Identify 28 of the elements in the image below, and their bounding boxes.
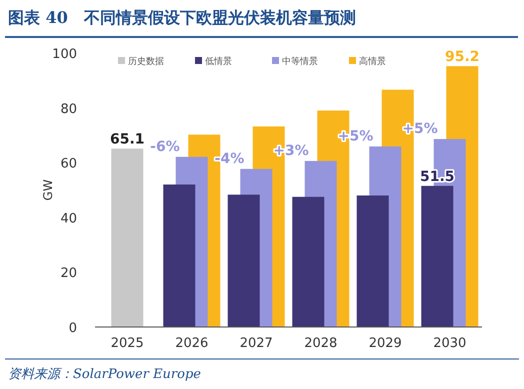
y-tick-label: 100 xyxy=(52,47,77,62)
bar xyxy=(421,186,454,327)
data-label: 95.2 xyxy=(444,49,480,66)
bar xyxy=(163,184,196,327)
y-axis-title: GW xyxy=(41,179,55,201)
bar xyxy=(356,195,389,327)
legend-label: 低情景 xyxy=(205,56,232,67)
y-tick-label: 20 xyxy=(60,266,77,282)
legend-label: 中等情景 xyxy=(282,56,318,67)
x-tick-label: 2028 xyxy=(304,336,338,351)
chart-title: 图表 40 不同情景假设下欧盟光伏装机容量预测 xyxy=(8,8,356,27)
x-tick-label: 2029 xyxy=(368,336,402,351)
legend-label: 高情景 xyxy=(359,56,386,67)
y-tick-label: 60 xyxy=(60,156,77,172)
annotation: -6% xyxy=(150,138,180,155)
y-tick-label: 40 xyxy=(60,211,77,226)
text: 资料来源：SolarPower Europe xyxy=(8,367,202,382)
x-tick-label: 2030 xyxy=(433,336,466,351)
x-tick-label: 2027 xyxy=(240,336,273,351)
bar xyxy=(111,148,144,327)
x-tick-label: 2025 xyxy=(110,336,144,351)
legend-label: 历史数据 xyxy=(128,56,164,67)
data-label: 65.1 xyxy=(110,132,145,148)
x-tick-label: 2026 xyxy=(175,336,208,351)
bar xyxy=(228,194,260,327)
y-tick-label: 0 xyxy=(68,321,77,336)
bar xyxy=(292,196,324,327)
y-tick-label: 80 xyxy=(60,102,77,117)
